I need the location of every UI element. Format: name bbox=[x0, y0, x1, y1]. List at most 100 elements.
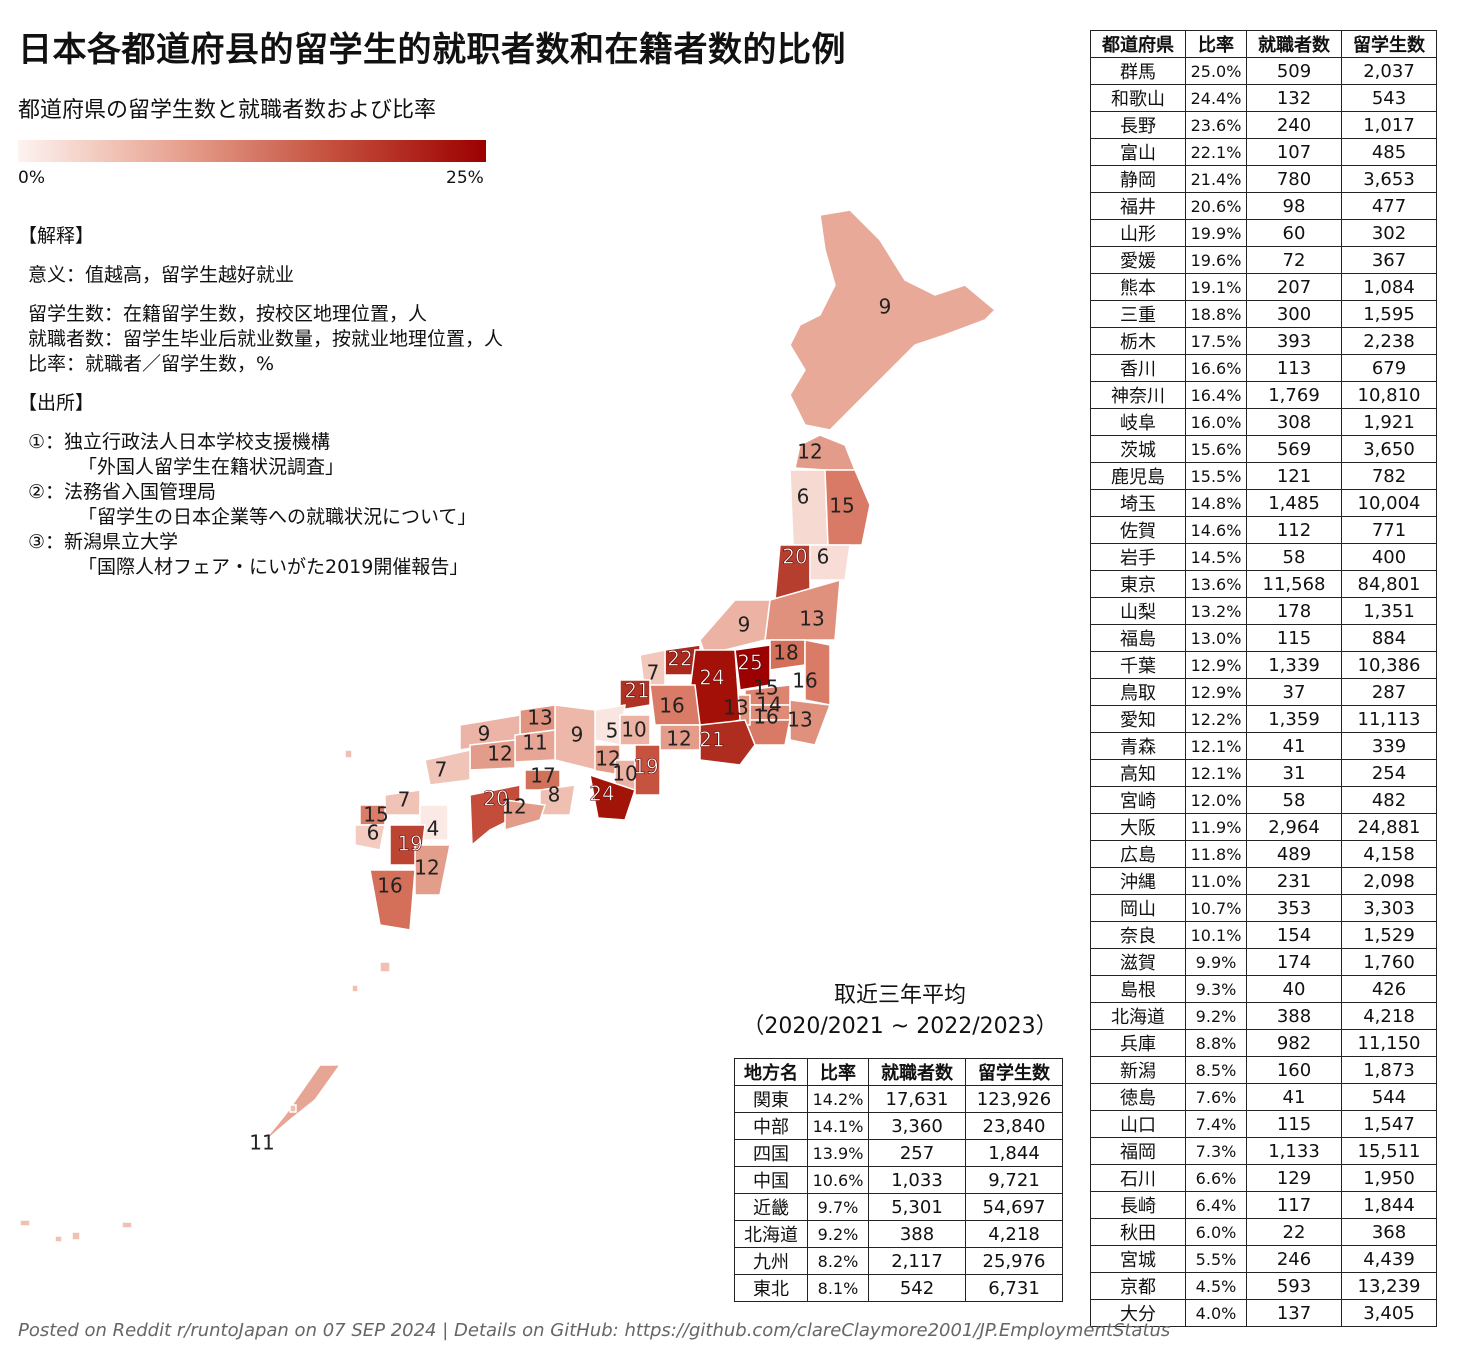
table-cell: 1,351 bbox=[1341, 597, 1437, 625]
legend-min-label: 0% bbox=[18, 168, 45, 188]
table-cell: 23.6% bbox=[1185, 111, 1247, 139]
table-cell: 11.9% bbox=[1185, 813, 1247, 841]
table-cell: 388 bbox=[868, 1220, 966, 1248]
map-label-兵庫: 9 bbox=[571, 723, 584, 747]
prefecture-row: 香川 16.6% 113 679 bbox=[1090, 354, 1437, 382]
notes-meaning: 意义：值越高，留学生越好就业 bbox=[28, 264, 295, 286]
table-cell: 10,810 bbox=[1341, 381, 1437, 409]
map-label-群馬: 25 bbox=[737, 651, 762, 675]
table-cell: 香川 bbox=[1090, 354, 1186, 382]
table-cell: 中部 bbox=[734, 1112, 808, 1140]
prefecture-row: 北海道 9.2% 388 4,218 bbox=[1090, 1002, 1437, 1030]
table-cell: 17,631 bbox=[868, 1085, 966, 1113]
prefecture-row: 兵庫 8.8% 982 11,150 bbox=[1090, 1029, 1437, 1057]
table-cell: 6.6% bbox=[1185, 1164, 1247, 1192]
legend-max-label: 25% bbox=[446, 168, 484, 188]
map-label-大阪: 12 bbox=[595, 747, 620, 771]
table-cell: 8.1% bbox=[807, 1274, 869, 1302]
table-cell: 25.0% bbox=[1185, 57, 1247, 85]
table-cell: 339 bbox=[1341, 732, 1437, 760]
column-header: 留学生数 bbox=[1341, 30, 1437, 58]
notes-definition-students: 留学生数：在籍留学生数，按校区地理位置，人 bbox=[28, 303, 428, 325]
table-cell: 13,239 bbox=[1341, 1272, 1437, 1300]
regional-average-title-line1: 取近三年平均 bbox=[833, 983, 966, 1008]
prefecture-row: 宮城 5.5% 246 4,439 bbox=[1090, 1245, 1437, 1273]
table-cell: 544 bbox=[1341, 1083, 1437, 1111]
table-cell: 884 bbox=[1341, 624, 1437, 652]
table-cell: 愛知 bbox=[1090, 705, 1186, 733]
table-cell: 367 bbox=[1341, 246, 1437, 274]
map-label-大分: 4 bbox=[427, 817, 440, 841]
table-cell: 22 bbox=[1246, 1218, 1342, 1246]
table-cell: 393 bbox=[1246, 327, 1342, 355]
prefecture-row: 群馬 25.0% 509 2,037 bbox=[1090, 57, 1437, 85]
table-cell: 13.2% bbox=[1185, 597, 1247, 625]
source-2-org: ②：法務省入国管理局 bbox=[28, 481, 217, 503]
column-header: 留学生数 bbox=[965, 1058, 1063, 1086]
table-cell: 佐賀 bbox=[1090, 516, 1186, 544]
table-cell: 10,004 bbox=[1341, 489, 1437, 517]
table-cell: 2,117 bbox=[868, 1247, 966, 1275]
table-cell: 178 bbox=[1246, 597, 1342, 625]
prefecture-row: 沖縄 11.0% 231 2,098 bbox=[1090, 867, 1437, 895]
region-kagoshima bbox=[369, 869, 416, 931]
prefecture-row: 神奈川 16.4% 1,769 10,810 bbox=[1090, 381, 1437, 409]
column-header: 地方名 bbox=[734, 1058, 808, 1086]
table-cell: 7.3% bbox=[1185, 1137, 1247, 1165]
region-chiba bbox=[789, 699, 832, 746]
table-cell: 98 bbox=[1246, 192, 1342, 220]
region-row: 四国 13.9% 257 1,844 bbox=[734, 1139, 1063, 1167]
table-cell: 岡山 bbox=[1090, 894, 1186, 922]
map-label-高知: 12 bbox=[501, 795, 526, 819]
table-cell: 21.4% bbox=[1185, 165, 1247, 193]
table-cell: 関東 bbox=[734, 1085, 808, 1113]
table-cell: 368 bbox=[1341, 1218, 1437, 1246]
region-hokkaido bbox=[789, 209, 997, 431]
table-cell: 宮崎 bbox=[1090, 786, 1186, 814]
prefecture-row: 石川 6.6% 129 1,950 bbox=[1090, 1164, 1437, 1192]
table-cell: 1,873 bbox=[1341, 1056, 1437, 1084]
map-label-京都: 5 bbox=[606, 719, 619, 743]
table-cell: 115 bbox=[1246, 1110, 1342, 1138]
table-cell: 秋田 bbox=[1090, 1218, 1186, 1246]
table-cell: 熊本 bbox=[1090, 273, 1186, 301]
table-cell: 9.2% bbox=[807, 1220, 869, 1248]
map-label-岐阜: 16 bbox=[659, 694, 684, 718]
prefecture-row: 秋田 6.0% 22 368 bbox=[1090, 1218, 1437, 1246]
map-label-千葉: 13 bbox=[787, 708, 812, 732]
table-cell: 福岡 bbox=[1090, 1137, 1186, 1165]
map-label-新潟: 9 bbox=[738, 613, 751, 637]
table-cell: 982 bbox=[1246, 1029, 1342, 1057]
table-cell: 長崎 bbox=[1090, 1191, 1186, 1219]
prefecture-row: 奈良 10.1% 154 1,529 bbox=[1090, 921, 1437, 949]
prefecture-row: 広島 11.8% 489 4,158 bbox=[1090, 840, 1437, 868]
map-label-茨城: 16 bbox=[792, 669, 817, 693]
table-cell: 1,529 bbox=[1341, 921, 1437, 949]
table-cell: 58 bbox=[1246, 786, 1342, 814]
region-yamaguchi bbox=[424, 749, 471, 786]
table-cell: 4,218 bbox=[965, 1220, 1063, 1248]
table-cell: 54,697 bbox=[965, 1193, 1063, 1221]
table-cell: 大分 bbox=[1090, 1299, 1186, 1327]
table-cell: 4,218 bbox=[1341, 1002, 1437, 1030]
table-cell: 4.5% bbox=[1185, 1272, 1247, 1300]
prefecture-row: 岐阜 16.0% 308 1,921 bbox=[1090, 408, 1437, 436]
column-header: 比率 bbox=[807, 1058, 869, 1086]
table-cell: 24,881 bbox=[1341, 813, 1437, 841]
map-label-熊本: 19 bbox=[397, 832, 422, 856]
table-cell: 782 bbox=[1341, 462, 1437, 490]
table-cell: 12.2% bbox=[1185, 705, 1247, 733]
table-cell: 富山 bbox=[1090, 138, 1186, 166]
regional-average-table: 地方名 比率 就職者数 留学生数 関東 14.2% 17,631 123,926 中部 1… bbox=[734, 1058, 1063, 1302]
table-cell: 9.3% bbox=[1185, 975, 1247, 1003]
source-1-title: 「外国人留学生在籍状況調査」 bbox=[78, 456, 345, 478]
table-cell: 沖縄 bbox=[1090, 867, 1186, 895]
table-cell: 6.0% bbox=[1185, 1218, 1247, 1246]
table-cell: 神奈川 bbox=[1090, 381, 1186, 409]
table-cell: 679 bbox=[1341, 354, 1437, 382]
table-cell: 和歌山 bbox=[1090, 84, 1186, 112]
table-cell: 12.1% bbox=[1185, 732, 1247, 760]
map-label-鳥取: 13 bbox=[527, 706, 552, 730]
region-gunma bbox=[734, 644, 771, 691]
